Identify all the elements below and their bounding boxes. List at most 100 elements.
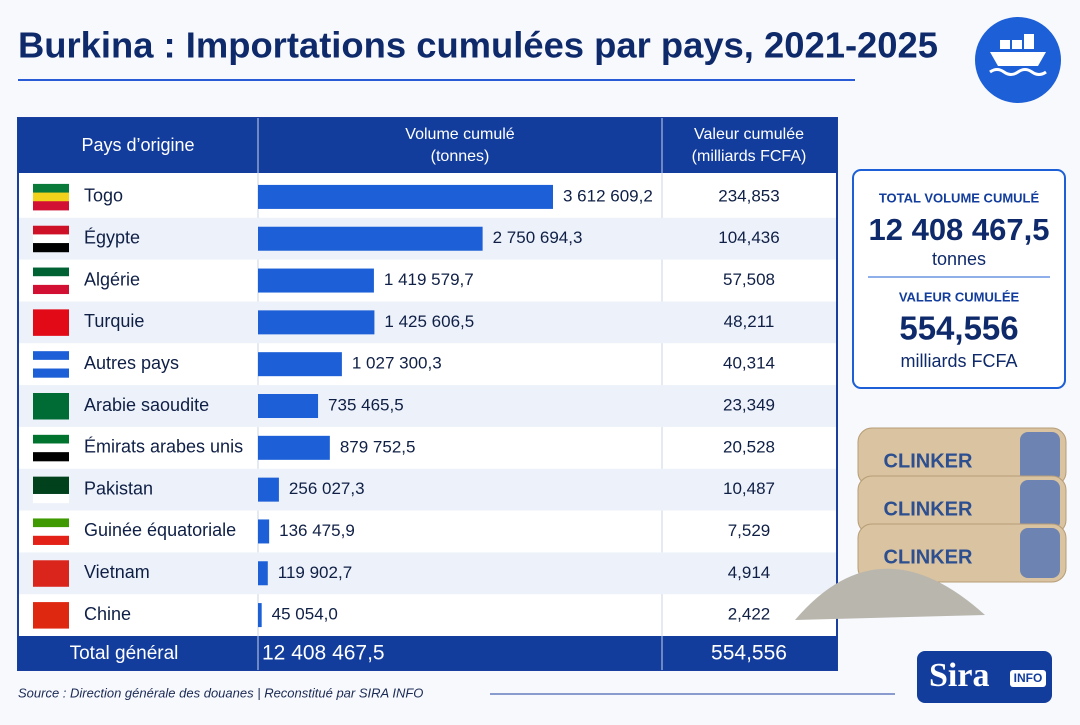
flag bbox=[33, 410, 69, 420]
bag-label: CLINKER bbox=[884, 498, 973, 520]
summary-value-title: VALEUR CUMULÉE bbox=[899, 289, 1020, 304]
volume-bar bbox=[258, 226, 483, 251]
flag bbox=[33, 602, 69, 612]
total-value: 554,556 bbox=[711, 642, 787, 665]
summary-value-unit: milliards FCFA bbox=[900, 351, 1017, 371]
volume-label: 2 750 694,3 bbox=[493, 228, 583, 247]
bag-label: CLINKER bbox=[884, 450, 973, 472]
column-header: Volume cumulé (tonnes) bbox=[405, 126, 514, 165]
flag bbox=[33, 568, 69, 579]
flag bbox=[33, 368, 69, 378]
country: Arabie saoudite bbox=[84, 395, 209, 415]
country: Égypte bbox=[84, 227, 140, 247]
country: Algérie bbox=[84, 269, 140, 289]
source: Source : Direction générale des douanes … bbox=[18, 685, 423, 700]
flag bbox=[33, 276, 69, 286]
summary-volume-unit: tonnes bbox=[932, 249, 986, 269]
flag bbox=[33, 243, 69, 253]
volume-bar bbox=[258, 561, 268, 586]
clinker-bags: CLINKER CLINKER CLINKER bbox=[857, 427, 1067, 583]
bag-label: CLINKER bbox=[884, 546, 973, 568]
summary-box bbox=[852, 169, 1066, 389]
flag bbox=[33, 183, 69, 194]
flag bbox=[33, 401, 69, 411]
flag bbox=[33, 493, 69, 504]
value-label: 104,436 bbox=[718, 228, 779, 247]
volume-label: 45 054,0 bbox=[272, 605, 338, 624]
volume-bar bbox=[258, 268, 374, 293]
volume-label: 735 465,5 bbox=[328, 395, 404, 414]
flag bbox=[33, 535, 69, 545]
flag bbox=[33, 518, 69, 528]
value-label: 2,422 bbox=[728, 605, 771, 624]
flag bbox=[33, 267, 69, 277]
country: Pakistan bbox=[84, 478, 153, 498]
volume-label: 136 475,9 bbox=[279, 521, 355, 540]
flag bbox=[33, 443, 69, 453]
row-stripe bbox=[19, 468, 836, 511]
flag bbox=[33, 192, 69, 202]
country: Turquie bbox=[84, 311, 144, 331]
flag bbox=[33, 359, 69, 370]
table-header bbox=[18, 118, 837, 173]
volume-bar bbox=[258, 352, 342, 377]
title: Burkina : Importations cumulées par pays… bbox=[18, 25, 938, 66]
total-volume: 12 408 467,5 bbox=[262, 642, 385, 665]
value-label: 234,853 bbox=[718, 186, 779, 205]
total-label: Total général bbox=[70, 643, 179, 664]
cement-pile bbox=[795, 568, 985, 620]
row-stripe bbox=[19, 301, 836, 344]
volume-bar bbox=[258, 310, 375, 335]
volume-bar bbox=[258, 603, 262, 628]
country: Guinée équatoriale bbox=[84, 520, 236, 540]
flag bbox=[33, 318, 69, 328]
value-label: 4,914 bbox=[728, 563, 771, 582]
volume-label: 256 027,3 bbox=[289, 479, 365, 498]
volume-bar bbox=[258, 394, 319, 418]
volume-label: 1 419 579,7 bbox=[384, 270, 474, 289]
volume-label: 119 902,7 bbox=[278, 563, 352, 582]
total-row bbox=[18, 636, 837, 670]
volume-bar bbox=[258, 435, 330, 460]
value-label: 57,508 bbox=[723, 270, 775, 289]
country: Chine bbox=[84, 604, 131, 624]
flag bbox=[33, 452, 69, 462]
flag bbox=[33, 434, 69, 444]
flag bbox=[33, 234, 69, 244]
flag bbox=[33, 393, 69, 403]
row-stripe bbox=[19, 385, 836, 427]
bag-band bbox=[1020, 528, 1060, 578]
bag-band bbox=[1020, 432, 1060, 482]
ship-glyph bbox=[989, 34, 1047, 76]
summary-volume-title: TOTAL VOLUME CUMULÉ bbox=[879, 190, 1040, 205]
flag bbox=[33, 284, 69, 295]
row-stripe bbox=[19, 552, 836, 595]
volume-bar bbox=[258, 184, 553, 209]
logo bbox=[917, 651, 1052, 703]
flag bbox=[33, 577, 69, 587]
flag bbox=[33, 225, 69, 235]
flag bbox=[33, 201, 69, 211]
bag bbox=[857, 523, 1067, 583]
flag bbox=[33, 476, 69, 486]
column-header: Valeur cumulée (milliards FCFA) bbox=[692, 126, 807, 165]
summary-volume: 12 408 467,5 bbox=[868, 212, 1049, 247]
value-label: 20,528 bbox=[723, 437, 775, 456]
value-label: 48,211 bbox=[724, 312, 775, 331]
logo-name: Sira bbox=[929, 657, 989, 694]
logo-tag: INFO bbox=[1014, 671, 1043, 685]
volume-label: 879 752,5 bbox=[340, 437, 416, 456]
summary-value: 554,556 bbox=[899, 310, 1018, 347]
flag bbox=[33, 619, 69, 629]
volume-bar bbox=[258, 477, 279, 502]
volume-bar bbox=[258, 519, 270, 544]
flag bbox=[33, 485, 69, 495]
flag bbox=[33, 309, 69, 319]
country: Émirats arabes unis bbox=[84, 437, 243, 457]
value-label: 7,529 bbox=[728, 521, 771, 540]
flag bbox=[33, 610, 69, 620]
country: Vietnam bbox=[84, 562, 150, 582]
value-label: 40,314 bbox=[723, 354, 775, 373]
volume-label: 1 425 606,5 bbox=[384, 312, 474, 331]
